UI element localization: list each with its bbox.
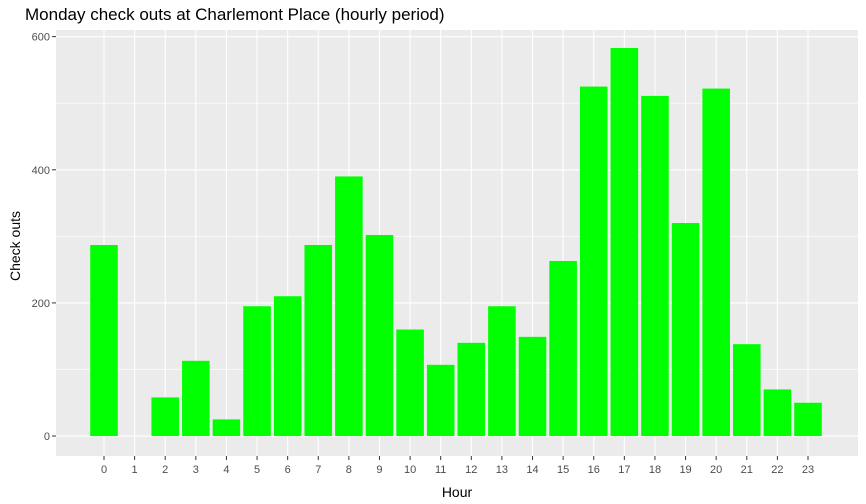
x-tick-label: 13 bbox=[496, 464, 508, 476]
bars bbox=[90, 47, 822, 437]
x-tick-label: 21 bbox=[741, 464, 753, 476]
bar bbox=[396, 329, 424, 437]
bar bbox=[671, 223, 700, 437]
bar bbox=[579, 86, 608, 437]
y-tick-label: 200 bbox=[32, 298, 50, 310]
y-tick-label: 400 bbox=[32, 165, 50, 177]
y-tick-label: 0 bbox=[44, 431, 50, 443]
x-tick-label: 5 bbox=[254, 464, 260, 476]
x-tick-label: 18 bbox=[649, 464, 661, 476]
bar bbox=[273, 296, 302, 437]
x-tick-label: 11 bbox=[435, 464, 446, 476]
x-tick-label: 14 bbox=[526, 464, 538, 476]
y-axis-title: Check outs bbox=[7, 211, 23, 281]
bar bbox=[549, 260, 577, 437]
x-tick-label: 0 bbox=[101, 464, 107, 476]
x-tick-label: 17 bbox=[618, 464, 630, 476]
chart-title: Monday check outs at Charlemont Place (h… bbox=[25, 5, 445, 24]
x-tick-label: 7 bbox=[315, 464, 321, 476]
x-tick-label: 8 bbox=[346, 464, 352, 476]
x-axis: 0 1 2 3 4 5 6 7 8 9 10 11 12 13 14 15 16 17 18 19 20 21 22 23 bbox=[101, 456, 814, 476]
bar bbox=[304, 244, 333, 437]
bar bbox=[763, 389, 792, 437]
x-tick-label: 9 bbox=[376, 464, 382, 476]
bar bbox=[518, 336, 547, 437]
bar bbox=[610, 47, 639, 437]
y-tick-label: 600 bbox=[32, 32, 50, 44]
x-tick-label: 19 bbox=[679, 464, 691, 476]
x-tick-label: 1 bbox=[132, 464, 138, 476]
bar bbox=[212, 419, 241, 437]
x-axis-title: Hour bbox=[442, 484, 473, 500]
bar bbox=[457, 342, 486, 437]
x-tick-label: 10 bbox=[404, 464, 416, 476]
x-tick-label: 23 bbox=[802, 464, 814, 476]
x-tick-label: 12 bbox=[465, 464, 477, 476]
bar bbox=[335, 176, 363, 437]
x-tick-label: 2 bbox=[162, 464, 168, 476]
bar bbox=[365, 235, 394, 437]
bar bbox=[794, 402, 822, 437]
bar bbox=[182, 360, 210, 437]
bar bbox=[488, 306, 516, 437]
bar bbox=[641, 95, 669, 437]
x-tick-label: 20 bbox=[710, 464, 722, 476]
x-tick-label: 15 bbox=[557, 464, 569, 476]
x-tick-label: 22 bbox=[771, 464, 783, 476]
bar bbox=[243, 306, 271, 437]
x-tick-label: 4 bbox=[223, 464, 229, 476]
bar bbox=[426, 364, 455, 437]
bar bbox=[702, 88, 730, 437]
x-tick-label: 3 bbox=[193, 464, 199, 476]
y-axis: 0 200 400 600 bbox=[32, 32, 56, 443]
bar bbox=[151, 397, 179, 437]
x-tick-label: 6 bbox=[285, 464, 291, 476]
x-tick-label: 16 bbox=[588, 464, 600, 476]
bar bbox=[90, 244, 118, 437]
bar bbox=[733, 344, 761, 437]
